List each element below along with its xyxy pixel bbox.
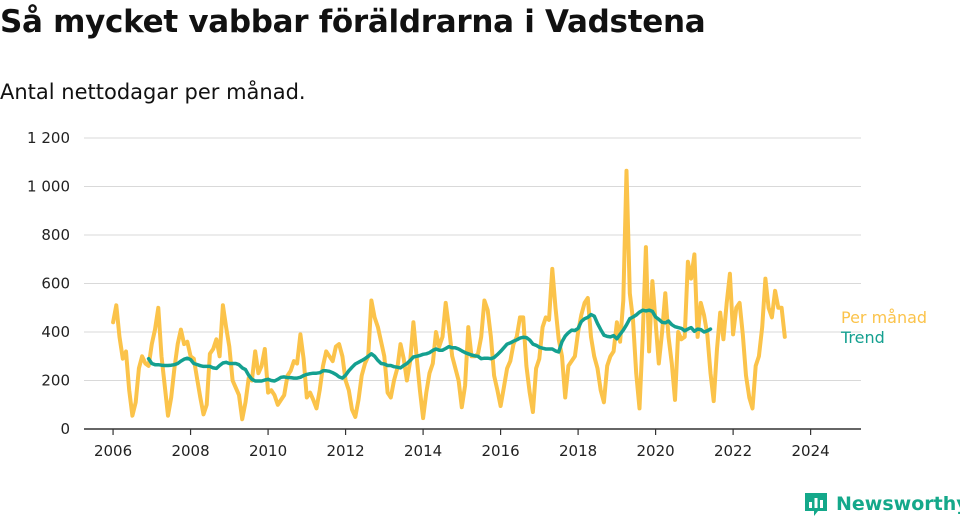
chart-subtitle: Antal nettodagar per månad. [0, 80, 306, 104]
y-tick-label: 200 [41, 372, 70, 390]
x-tick-label: 2008 [171, 442, 209, 460]
x-tick-label: 2014 [404, 442, 442, 460]
y-tick-label: 1 000 [27, 178, 70, 196]
series-lines [111, 168, 787, 422]
x-tick-label: 2024 [792, 442, 830, 460]
per-month-line [111, 168, 787, 422]
axes: 0 200 400 600 800 1 000 1 200 2006 2008 2010 2012 2… [27, 129, 861, 460]
x-tick-label: 2006 [94, 442, 132, 460]
trend-line-label: Trend [840, 328, 885, 347]
brand-name: Newsworthy [836, 493, 960, 515]
y-tick-label: 1 200 [27, 129, 70, 147]
bar-chart-speech-bubble-icon [805, 493, 827, 516]
x-tick-label: 2018 [559, 442, 597, 460]
y-tick-label: 400 [41, 323, 70, 341]
x-tick-label: 2016 [482, 442, 520, 460]
per-month-line-label: Per månad [841, 308, 927, 327]
newsworthy-branding: Newsworthy [803, 489, 960, 519]
x-tick-label: 2012 [326, 442, 364, 460]
y-tick-label: 600 [41, 275, 70, 293]
x-tick-label: 2020 [637, 442, 675, 460]
x-tick-label: 2022 [714, 442, 752, 460]
y-tick-label: 0 [60, 420, 70, 438]
x-tick-label: 2010 [249, 442, 287, 460]
chart-title: Så mycket vabbar föräldrarna i Vadstena [0, 4, 706, 40]
trend-line [146, 308, 713, 383]
y-tick-label: 800 [41, 226, 70, 244]
